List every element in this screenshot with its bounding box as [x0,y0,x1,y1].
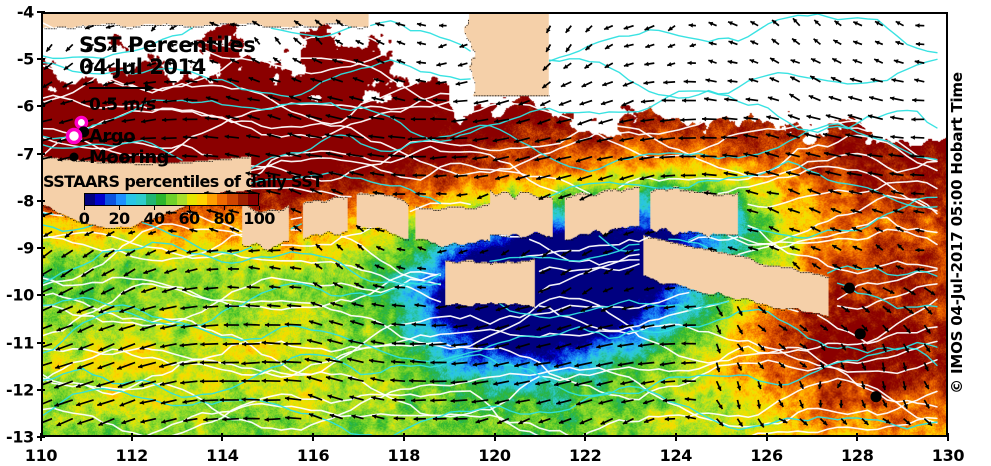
x-axis-tick [130,433,133,441]
x-axis-tick [584,433,587,441]
y-axis-tick-label: -5 [16,49,34,69]
legend-item-argo: Argo [65,127,195,148]
y-axis-tick [37,11,45,13]
x-axis-tick-label: 114 [206,446,239,465]
y-axis-tick [37,58,45,61]
colorbar-tick-label: 0 [78,209,90,228]
mooring-marker [854,328,866,340]
velocity-reference-key: 0.5 m/s [87,82,177,116]
colorbar-swatch-12 [207,194,218,205]
credit-text: © IMOS 04-Jul-2017 05:00 Hobart Time [948,72,966,394]
colorbar-tick-label: 60 [178,209,200,228]
x-axis-tick-label: 128 [841,446,874,465]
colorbar-tick-label: 80 [213,209,235,228]
x-axis-tick [765,433,768,441]
x-axis-tick-label: 122 [568,446,602,465]
colorbar-swatch-3 [115,194,126,205]
x-axis-tick-label: 130 [931,446,965,465]
colorbar-tick-label: 40 [143,209,165,228]
colorbar-swatch-13 [217,194,228,205]
argo-marker-icon [65,127,87,147]
colorbar-swatch-14 [227,194,238,205]
y-axis-tick [37,152,45,155]
sst-percentile-raster [43,14,946,435]
colorbar-tick-labels: 0 20 40 60 80 100 [79,209,276,229]
x-axis-tick [947,433,949,441]
colorbar-gradient [84,193,259,206]
y-axis-tick [37,436,45,438]
y-axis-tick [37,341,45,344]
colorbar-tick-label: 20 [108,209,130,228]
legend-item-mooring: Mooring [65,148,195,169]
x-axis-tick-label: 120 [478,446,511,465]
x-axis-tick [402,433,405,441]
x-axis-tick-label: 124 [659,446,693,465]
y-axis-tick-label: -11 [5,333,34,353]
y-axis-tick [37,105,45,108]
x-axis-tick-label: 118 [387,446,421,465]
legend-label-mooring: Mooring [89,147,169,168]
y-axis-tick [37,247,45,250]
colorbar-tick [84,206,85,210]
colorbar-swatch-6 [146,194,157,205]
mooring-marker-icon [65,148,87,168]
colorbar-swatch-9 [176,194,187,205]
y-axis-tick-label: -13 [5,427,34,447]
colorbar-swatch-5 [135,194,147,205]
x-axis-tick [221,433,224,441]
colorbar-tick [119,206,120,210]
colorbar-swatch-1 [95,194,106,205]
y-axis-tick-label: -12 [5,380,34,400]
y-axis-tick-label: -4 [16,2,34,22]
x-axis-tick [674,433,677,441]
colorbar-swatch-8 [166,194,177,205]
velocity-reference-label: 0.5 m/s [89,95,156,115]
x-axis-tick-label: 110 [24,446,58,465]
y-axis-tick [37,388,45,391]
marker-legend: Argo Mooring [65,127,195,169]
colorbar-tick [259,206,260,210]
y-axis-tick-label: -9 [16,238,34,258]
colorbar-swatch-16 [247,194,258,205]
colorbar-tick [224,206,225,210]
y-axis-tick-label: -7 [16,144,34,164]
colorbar-swatch-11 [196,194,208,205]
colorbar-tick [189,206,190,210]
y-axis-tick [37,199,45,202]
x-axis-tick-label: 112 [115,446,148,465]
colorbar-tick [154,206,155,210]
colorbar-swatch-4 [125,194,136,205]
x-axis-tick-label: 126 [750,446,783,465]
y-axis-tick-label: -10 [5,285,34,305]
map-plot-area[interactable]: SST Percentiles 04 Jul 2014 0.5 m/s Argo [41,12,948,437]
colorbar-title: SSTAARS percentiles of daily SST [43,172,323,191]
y-axis-tick [37,294,45,297]
legend-label-argo: Argo [89,126,136,147]
colorbar-swatch-7 [156,194,167,205]
map-overlay-layer [43,14,938,435]
y-axis-tick-label: -6 [16,96,34,116]
colorbar-swatch-0 [85,194,96,205]
x-axis-tick [493,433,496,441]
x-axis-tick [856,433,859,441]
y-axis-tick-label: -8 [16,191,34,211]
colorbar-swatch-2 [105,194,116,205]
reference-arrow-icon [89,84,155,92]
x-axis-tick-label: 116 [296,446,330,465]
colorbar-swatch-15 [237,194,248,205]
colorbar-ticks [84,206,260,211]
mooring-marker [870,391,882,403]
mooring-marker [843,282,855,294]
colorbar-tick-label: 100 [243,209,275,228]
x-axis-tick [312,433,315,441]
colorbar-swatch-10 [186,194,197,205]
